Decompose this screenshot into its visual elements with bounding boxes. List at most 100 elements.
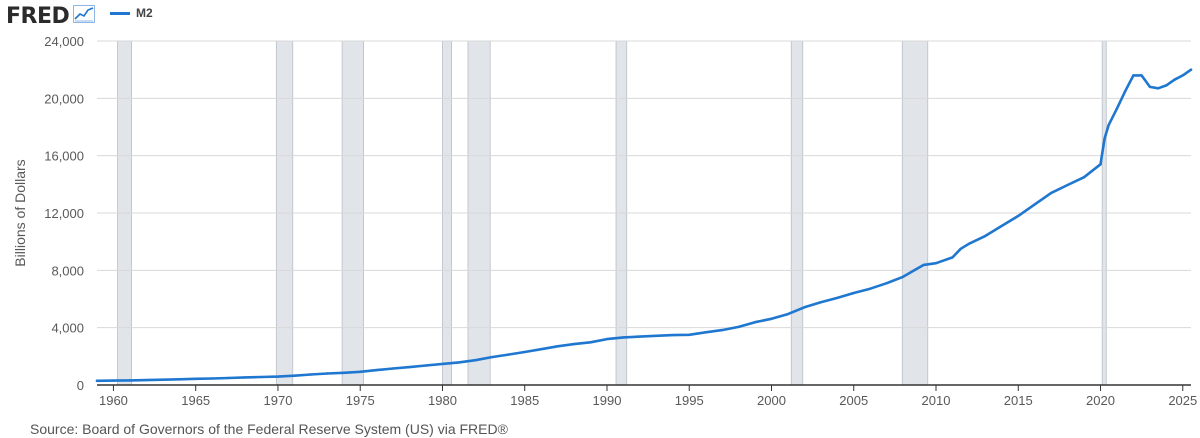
data-point-m2-49 — [901, 275, 905, 278]
data-point-m2-47 — [869, 287, 872, 290]
data-point-m2-44 — [819, 301, 822, 304]
data-point-m2-39 — [737, 325, 740, 329]
data-point-m2-7 — [211, 377, 214, 380]
data-point-m2-67 — [1124, 90, 1127, 93]
data-point-m2-17 — [375, 368, 378, 372]
data-point-m2-25 — [507, 353, 510, 356]
data-point-m2-16 — [359, 370, 362, 373]
y-tick-label-12000: 12,000 — [44, 206, 84, 221]
data-point-m2-54 — [959, 247, 962, 250]
data-point-m2-75 — [1189, 68, 1193, 71]
fred-logo[interactable]: FRED — [6, 3, 96, 29]
data-point-m2-18 — [391, 367, 395, 370]
data-point-m2-46 — [852, 291, 855, 295]
data-point-m2-6 — [194, 377, 197, 380]
fred-logo-text: FRED — [6, 3, 70, 29]
data-point-m2-42 — [786, 312, 790, 316]
data-point-m2-64 — [1103, 137, 1106, 140]
y-axis-title: Billions of Dollars — [12, 159, 28, 266]
data-point-m2-13 — [309, 373, 313, 376]
data-point-m2-4 — [161, 378, 164, 381]
data-point-m2-19 — [408, 365, 411, 369]
x-tick-label-2010: 2010 — [922, 393, 951, 408]
data-point-m2-61 — [1066, 183, 1069, 187]
data-point-m2-53 — [951, 256, 954, 259]
data-point-m2-73 — [1173, 78, 1176, 81]
data-point-m2-20 — [424, 364, 428, 367]
data-point-m2-8 — [227, 376, 230, 380]
data-point-m2-11 — [276, 375, 280, 378]
data-point-m2-37 — [704, 331, 707, 334]
x-tick-label-1965: 1965 — [181, 393, 210, 408]
data-point-m2-34 — [655, 334, 658, 337]
data-point-m2-68 — [1132, 74, 1135, 77]
y-tick-label-16000: 16,000 — [44, 149, 84, 164]
data-point-m2-22 — [457, 361, 461, 364]
x-tick-label-2015: 2015 — [1004, 393, 1033, 408]
x-tick-label-1980: 1980 — [428, 393, 457, 408]
series-line-m2[interactable] — [95, 68, 1193, 383]
data-point-m2-15 — [342, 371, 345, 374]
data-point-m2-1 — [112, 379, 115, 382]
data-point-m2-62 — [1082, 176, 1086, 179]
y-tick-label-8000: 8,000 — [51, 263, 84, 278]
data-point-m2-31 — [605, 337, 609, 341]
chart-svg[interactable]: 0 4,000 8,000 12,000 16,000 20,000 24,000 Billi… — [0, 0, 1200, 415]
y-tick-label-20000: 20,000 — [44, 91, 84, 106]
data-point-m2-66 — [1115, 107, 1119, 110]
data-point-m2-33 — [638, 335, 642, 338]
data-point-m2-35 — [671, 333, 674, 337]
data-point-m2-52 — [934, 262, 938, 265]
data-point-m2-51 — [922, 263, 925, 267]
legend[interactable]: M2 — [110, 6, 153, 20]
data-point-m2-26 — [523, 350, 526, 354]
data-point-m2-12 — [293, 374, 296, 377]
x-tick-label-2020: 2020 — [1086, 393, 1115, 408]
x-tick-label-1975: 1975 — [346, 393, 375, 408]
x-tick-label-1985: 1985 — [510, 393, 539, 408]
x-tick-label-2000: 2000 — [757, 393, 786, 408]
data-point-m2-72 — [1165, 84, 1168, 87]
data-point-m2-14 — [326, 372, 329, 375]
data-point-m2-70 — [1148, 85, 1152, 89]
data-point-m2-56 — [984, 234, 987, 238]
data-point-m2-50 — [914, 268, 917, 271]
data-point-m2-5 — [178, 378, 181, 381]
legend-swatch-m2 — [110, 11, 130, 15]
data-point-m2-9 — [243, 376, 247, 379]
data-point-m2-74 — [1181, 74, 1185, 77]
data-point-m2-45 — [836, 296, 839, 300]
source-note: Source: Board of Governors of the Federa… — [30, 421, 508, 437]
x-tick-label-2025: 2025 — [1168, 393, 1197, 408]
data-point-m2-60 — [1050, 191, 1053, 195]
data-point-m2-58 — [1017, 214, 1020, 218]
data-point-m2-36 — [688, 333, 691, 336]
data-point-m2-3 — [145, 378, 148, 382]
x-tick-label-2005: 2005 — [839, 393, 868, 408]
data-point-m2-27 — [540, 348, 543, 351]
line-chart-icon — [73, 4, 96, 28]
data-point-m2-57 — [1000, 224, 1003, 228]
data-point-m2-65 — [1107, 123, 1110, 127]
data-point-m2-63 — [1099, 163, 1102, 166]
data-point-m2-10 — [260, 375, 263, 379]
data-point-m2-55 — [967, 242, 971, 245]
data-point-m2-21 — [441, 362, 444, 366]
y-tick-label-0: 0 — [77, 378, 84, 393]
data-point-m2-29 — [572, 342, 576, 346]
data-point-m2-59 — [1033, 203, 1036, 206]
legend-label-m2: M2 — [136, 6, 153, 20]
data-point-m2-69 — [1140, 74, 1143, 77]
data-point-m2-28 — [556, 345, 559, 348]
x-tick-label-1970: 1970 — [264, 393, 293, 408]
data-point-m2-30 — [589, 341, 592, 344]
x-tick-label-1990: 1990 — [593, 393, 622, 408]
x-tick-label-1995: 1995 — [675, 393, 704, 408]
data-point-m2-0 — [95, 379, 99, 382]
data-point-m2-40 — [753, 321, 757, 324]
data-point-m2-71 — [1156, 87, 1160, 90]
data-point-m2-48 — [885, 282, 888, 285]
data-point-m2-41 — [770, 317, 773, 320]
data-point-m2-23 — [474, 359, 477, 362]
x-tick-label-1960: 1960 — [99, 393, 128, 408]
